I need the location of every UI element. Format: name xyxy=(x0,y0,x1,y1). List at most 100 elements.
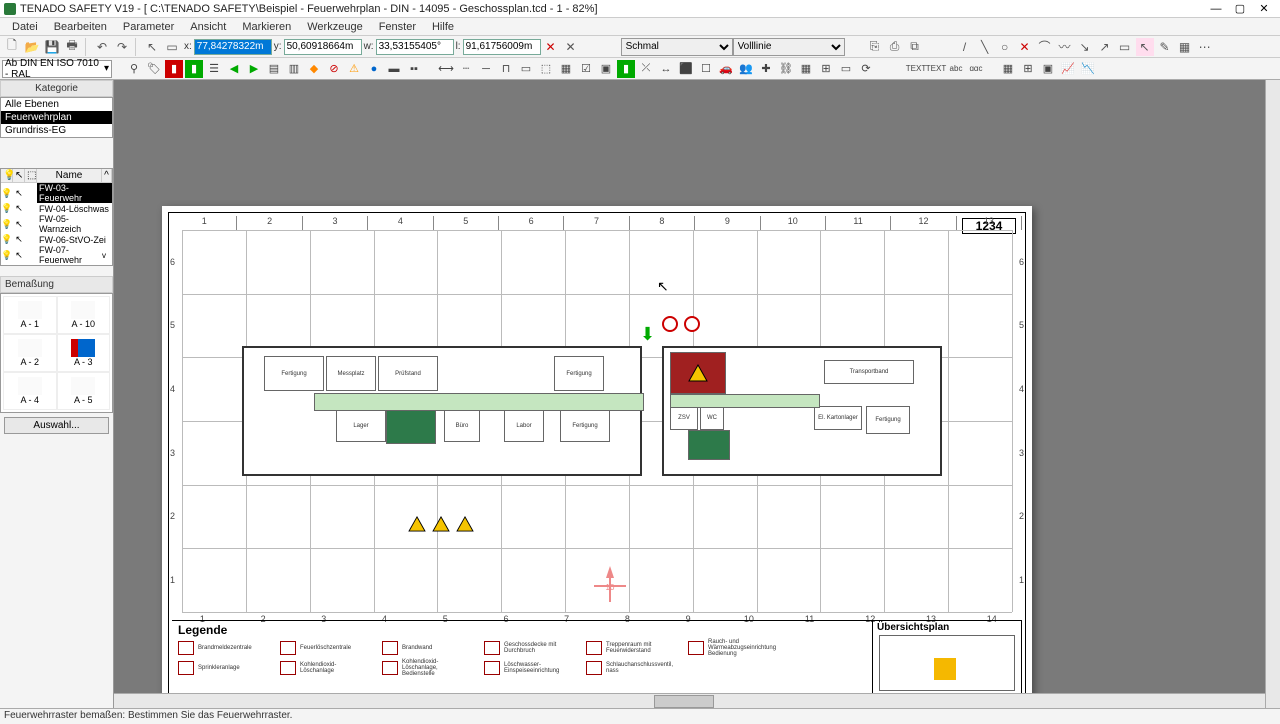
edit-icon[interactable]: ✎ xyxy=(1156,38,1174,56)
tb2-7[interactable]: ▶ xyxy=(245,60,263,78)
menu-ansicht[interactable]: Ansicht xyxy=(182,21,234,33)
minimize-button[interactable]: — xyxy=(1204,1,1228,17)
tb2-10[interactable]: ◆ xyxy=(305,60,323,78)
y-input[interactable] xyxy=(284,39,362,55)
tb2-17[interactable]: ┄ xyxy=(457,60,475,78)
paste-icon[interactable]: ⎙ xyxy=(886,38,904,56)
layer-row-3[interactable]: 💡↖FW-06-StVO-Zei xyxy=(1,234,112,245)
linestyle-select[interactable]: Schmal xyxy=(621,38,733,56)
kategorie-item-1[interactable]: Feuerwehrplan xyxy=(1,111,112,124)
redo-icon[interactable]: ↷ xyxy=(113,38,131,56)
tb2-36[interactable]: ▭ xyxy=(837,60,855,78)
tb2-22[interactable]: ▦ xyxy=(557,60,575,78)
tb2-37[interactable]: ⟳ xyxy=(857,60,875,78)
w-input[interactable] xyxy=(376,39,454,55)
tb2-1[interactable]: ⚲ xyxy=(125,60,143,78)
l-input[interactable] xyxy=(463,39,541,55)
tb2-8[interactable]: ▤ xyxy=(265,60,283,78)
dim-a10[interactable]: A - 10 xyxy=(57,296,111,334)
close-button[interactable]: ✕ xyxy=(1252,1,1276,17)
cancel-icon[interactable]: ✕ xyxy=(542,38,560,56)
x-input[interactable] xyxy=(194,39,272,55)
scrollbar-vertical[interactable] xyxy=(1265,80,1280,708)
dim-a1[interactable]: A - 1 xyxy=(3,296,57,334)
tb2-text2[interactable]: TEXT xyxy=(927,60,945,78)
tb2-4[interactable]: ▮ xyxy=(185,60,203,78)
lineweight-select[interactable]: Volllinie xyxy=(733,38,845,56)
menu-markieren[interactable]: Markieren xyxy=(234,21,299,33)
open-icon[interactable]: 📂 xyxy=(23,38,41,56)
grid-icon[interactable]: ▦ xyxy=(1176,38,1194,56)
scroll-thumb[interactable] xyxy=(654,695,714,708)
dup-icon[interactable]: ⧉ xyxy=(906,38,924,56)
tb2-33[interactable]: ⛓ xyxy=(777,60,795,78)
tb2-39[interactable]: ⊞ xyxy=(1019,60,1037,78)
tb2-27[interactable]: ↔ xyxy=(657,60,675,78)
layer-row-1[interactable]: 💡↖FW-04-Löschwas xyxy=(1,203,112,214)
maximize-button[interactable]: ▢ xyxy=(1228,1,1252,17)
tb2-14[interactable]: ▬ xyxy=(385,60,403,78)
kategorie-item-2[interactable]: Grundriss-EG xyxy=(1,124,112,137)
tb2-people-icon[interactable]: 👥 xyxy=(737,60,755,78)
dim-a2[interactable]: A - 2 xyxy=(3,334,57,372)
dim-a3[interactable]: A - 3 xyxy=(57,334,111,372)
tb2-16[interactable]: ⟷ xyxy=(437,60,455,78)
tb2-19[interactable]: ⊓ xyxy=(497,60,515,78)
tb2-20[interactable]: ▭ xyxy=(517,60,535,78)
undo-icon[interactable]: ↶ xyxy=(93,38,111,56)
tb2-15[interactable]: ▪▪ xyxy=(405,60,423,78)
layer-row-2[interactable]: 💡↖FW-05-Warnzeich xyxy=(1,214,112,234)
tb2-38[interactable]: ▦ xyxy=(999,60,1017,78)
circle-icon[interactable]: ○ xyxy=(996,38,1014,56)
new-icon[interactable]: 🗋 xyxy=(3,38,21,56)
menu-datei[interactable]: Datei xyxy=(4,21,46,33)
tb2-text4[interactable]: ɑαϲ xyxy=(967,60,985,78)
menu-hilfe[interactable]: Hilfe xyxy=(424,21,462,33)
tb2-13[interactable]: ● xyxy=(365,60,383,78)
tb2-23[interactable]: ☑ xyxy=(577,60,595,78)
menu-fenster[interactable]: Fenster xyxy=(371,21,424,33)
select-icon[interactable]: ↖ xyxy=(1136,38,1154,56)
pointer-icon[interactable]: ↖ xyxy=(143,38,161,56)
print-icon[interactable]: 🖶 xyxy=(63,38,81,56)
line2-icon[interactable]: ╲ xyxy=(976,38,994,56)
dim-a5[interactable]: A - 5 xyxy=(57,372,111,410)
tb2-42[interactable]: 📉 xyxy=(1079,60,1097,78)
tb2-18[interactable]: ─ xyxy=(477,60,495,78)
tb2-3[interactable]: ▮ xyxy=(165,60,183,78)
tb2-29[interactable]: ☐ xyxy=(697,60,715,78)
tb2-25[interactable]: ▮ xyxy=(617,60,635,78)
x-icon[interactable]: ✕ xyxy=(1016,38,1034,56)
tb2-text3[interactable]: abc xyxy=(947,60,965,78)
arrow-icon[interactable]: ↘ xyxy=(1076,38,1094,56)
line-icon[interactable]: / xyxy=(956,38,974,56)
save-icon[interactable]: 💾 xyxy=(43,38,61,56)
auswahl-button[interactable]: Auswahl... xyxy=(4,417,109,434)
tb2-5[interactable]: ☰ xyxy=(205,60,223,78)
tb2-32[interactable]: ✚ xyxy=(757,60,775,78)
layer-row-4[interactable]: 💡↖FW-07-Feuerwehrv xyxy=(1,245,112,265)
scale-combo[interactable]: Ab DIN EN ISO 7010 - RAL ▾ xyxy=(2,60,112,78)
tb2-car-icon[interactable]: 🚗 xyxy=(717,60,735,78)
menu-werkzeuge[interactable]: Werkzeuge xyxy=(299,21,370,33)
tb2-24[interactable]: ▣ xyxy=(597,60,615,78)
scrollbar-horizontal[interactable] xyxy=(114,693,1265,708)
layer-row-0[interactable]: 💡↖FW-03-Feuerwehr xyxy=(1,183,112,203)
tb2-41[interactable]: 📈 xyxy=(1059,60,1077,78)
copy-icon[interactable]: ⎘ xyxy=(866,38,884,56)
wave-icon[interactable]: 〰 xyxy=(1056,38,1074,56)
menu-parameter[interactable]: Parameter xyxy=(115,21,182,33)
canvas[interactable]: 1234 12345678910111213 12345678910111213… xyxy=(114,80,1280,708)
tb2-2[interactable]: 🏷 xyxy=(145,60,163,78)
kategorie-list[interactable]: Alle Ebenen Feuerwehrplan Grundriss-EG xyxy=(0,97,113,138)
tb2-text1[interactable]: TEXT xyxy=(907,60,925,78)
dim-a4[interactable]: A - 4 xyxy=(3,372,57,410)
tb2-26[interactable]: ⤫ xyxy=(637,60,655,78)
tb2-6[interactable]: ◀ xyxy=(225,60,243,78)
layer-list[interactable]: 💡↖⬚Name^ 💡↖FW-03-Feuerwehr 💡↖FW-04-Lösch… xyxy=(0,168,113,266)
page-icon[interactable]: ▭ xyxy=(163,38,181,56)
more-icon[interactable]: ⋯ xyxy=(1196,38,1214,56)
tb2-40[interactable]: ▣ xyxy=(1039,60,1057,78)
menu-bearbeiten[interactable]: Bearbeiten xyxy=(46,21,115,33)
arc-icon[interactable]: ⌒ xyxy=(1036,38,1054,56)
